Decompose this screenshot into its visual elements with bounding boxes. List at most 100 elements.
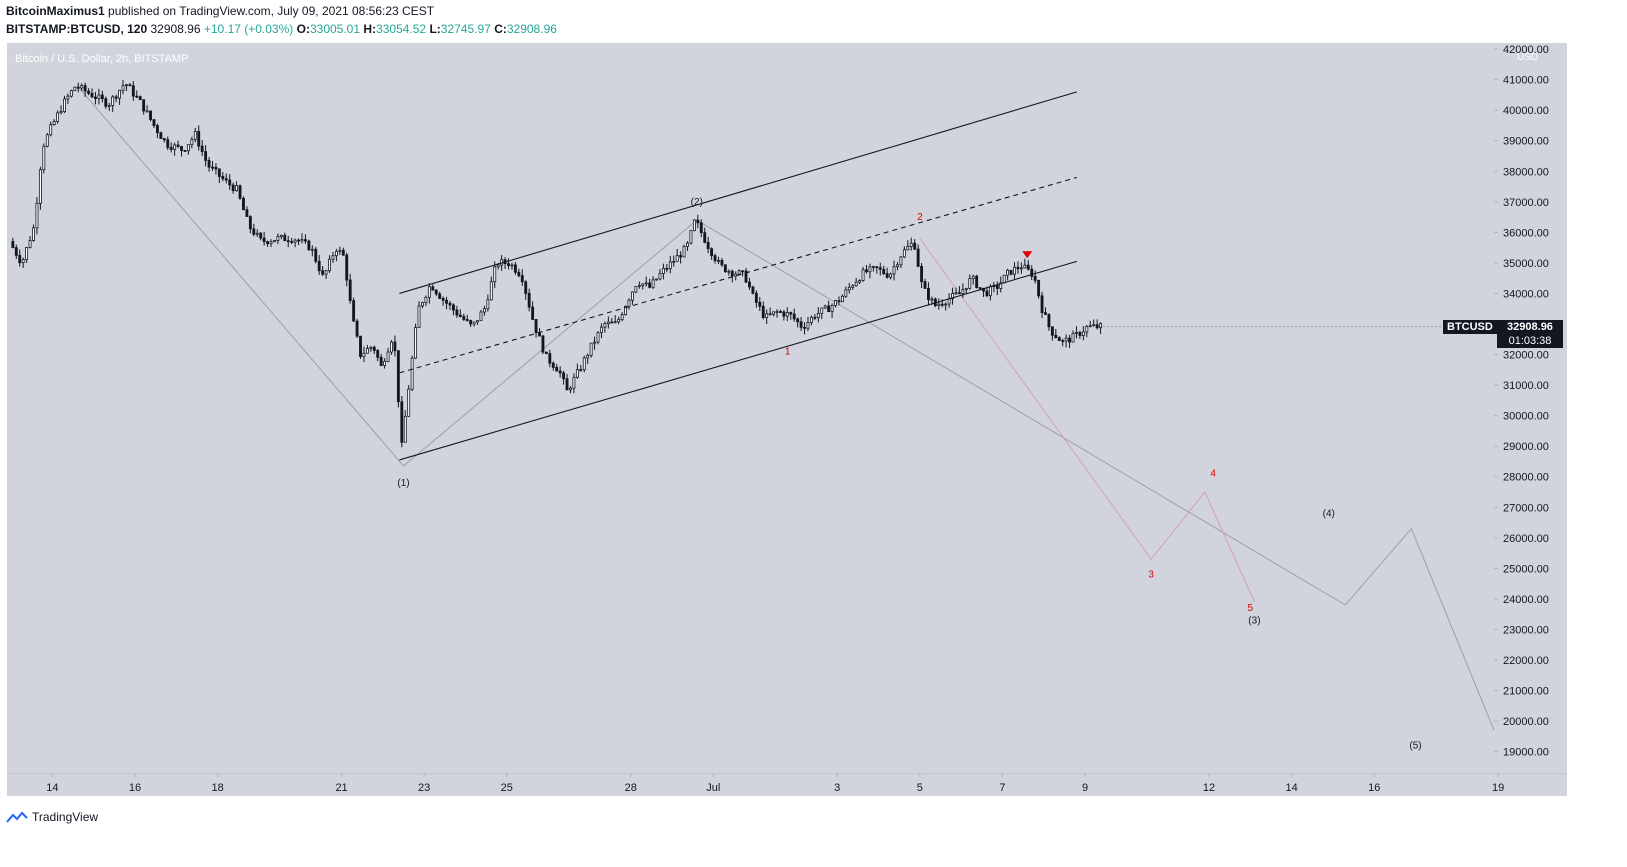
- candle-up: [324, 270, 328, 275]
- candle-down: [228, 179, 232, 186]
- publish-info: published on TradingView.com, July 09, 2…: [104, 4, 435, 18]
- candle-down: [878, 267, 882, 270]
- candle-down: [155, 125, 159, 134]
- candle-down: [314, 248, 318, 262]
- candle-down: [297, 239, 300, 242]
- candle-down: [207, 160, 211, 168]
- candle-up: [951, 292, 954, 300]
- candle-down: [231, 184, 235, 192]
- candle-down: [458, 314, 462, 317]
- candle-up: [362, 352, 366, 357]
- candle-down: [176, 144, 180, 147]
- candle-up: [896, 264, 899, 268]
- candle-down: [1068, 337, 1072, 343]
- bar-countdown-tag: 01:03:38: [1497, 334, 1563, 348]
- candle-down: [83, 85, 87, 92]
- y-tick-label: 41000.00: [1503, 75, 1549, 87]
- open-label: O:: [296, 22, 310, 36]
- x-tick-label: 14: [46, 782, 58, 794]
- candle-up: [486, 299, 490, 310]
- candle-down: [455, 309, 459, 316]
- candle-up: [834, 300, 837, 306]
- y-tick-label: 28000.00: [1503, 472, 1549, 484]
- candle-up: [641, 283, 645, 286]
- candle-up: [854, 281, 858, 287]
- candle-down: [513, 264, 517, 273]
- candle-up: [1088, 325, 1092, 328]
- tradingview-footer[interactable]: TradingView: [6, 810, 98, 824]
- candle-up: [999, 282, 1003, 289]
- candle-up: [847, 286, 851, 291]
- candle-up: [111, 96, 115, 106]
- candle-up: [906, 246, 910, 251]
- high-value: 33054.52: [376, 22, 427, 36]
- candle-down: [610, 321, 614, 324]
- candle-up: [717, 260, 720, 262]
- candle-down: [555, 367, 559, 372]
- candle-down: [985, 290, 989, 297]
- candle-up: [369, 346, 373, 349]
- candle-down: [149, 110, 152, 120]
- candle-down: [748, 281, 751, 288]
- candle-up: [617, 319, 621, 323]
- y-tick-label: 30000.00: [1503, 411, 1549, 423]
- candle-down: [469, 319, 473, 325]
- y-tick-label: 21000.00: [1503, 686, 1549, 698]
- candle-down: [465, 319, 469, 321]
- chart-plot-area[interactable]: [7, 43, 1494, 773]
- candle-down: [396, 350, 400, 403]
- y-tick-label: 36000.00: [1503, 227, 1549, 239]
- candle-down: [958, 292, 961, 295]
- candle-down: [197, 131, 201, 147]
- author-name[interactable]: BitcoinMaximus1: [6, 4, 105, 18]
- candle-up: [937, 303, 941, 307]
- candle-up: [631, 291, 634, 301]
- symbol-price-tag: BTCUSD: [1443, 320, 1497, 334]
- price-axis[interactable]: [1494, 43, 1567, 773]
- candle-down: [1054, 334, 1058, 338]
- y-tick-label: 31000.00: [1503, 380, 1549, 392]
- candle-down: [90, 93, 94, 98]
- candle-down: [1057, 337, 1061, 341]
- candle-down: [11, 241, 15, 248]
- x-tick-label: 21: [335, 782, 347, 794]
- candle-up: [403, 415, 407, 443]
- candle-up: [785, 312, 789, 317]
- candle-up: [658, 273, 662, 280]
- wave-line-grey-primary: [76, 85, 1495, 731]
- candle-up: [269, 241, 273, 245]
- candle-down: [131, 85, 135, 97]
- candle-down: [76, 86, 80, 89]
- channel-line-middle: [399, 176, 1077, 374]
- last-price-tag: 32908.96: [1497, 320, 1563, 334]
- candle-down: [524, 281, 528, 294]
- candle-up: [613, 321, 617, 324]
- candle-down: [307, 240, 311, 251]
- wave-label: 5: [1248, 603, 1254, 614]
- candle-up: [410, 357, 414, 390]
- candle-up: [589, 342, 593, 356]
- candle-down: [400, 401, 404, 443]
- candle-up: [1085, 326, 1089, 333]
- candle-up: [582, 357, 586, 371]
- candle-up: [734, 273, 738, 277]
- candle-down: [200, 145, 204, 153]
- x-tick-label: 16: [1368, 782, 1380, 794]
- candle-down: [768, 313, 772, 316]
- candle-up: [844, 289, 848, 297]
- candle-down: [565, 378, 569, 391]
- candle-up: [193, 131, 197, 140]
- candle-down: [445, 299, 448, 304]
- x-tick-label: 5: [917, 782, 923, 794]
- candle-down: [562, 372, 566, 380]
- time-axis[interactable]: [7, 773, 1567, 796]
- candle-down: [431, 286, 435, 291]
- candle-down: [1078, 331, 1082, 336]
- candle-up: [661, 268, 665, 274]
- y-tick-label: 39000.00: [1503, 136, 1549, 148]
- candle-down: [1033, 276, 1037, 281]
- candle-up: [32, 227, 35, 241]
- candle-up: [421, 302, 424, 307]
- candle-up: [66, 95, 70, 100]
